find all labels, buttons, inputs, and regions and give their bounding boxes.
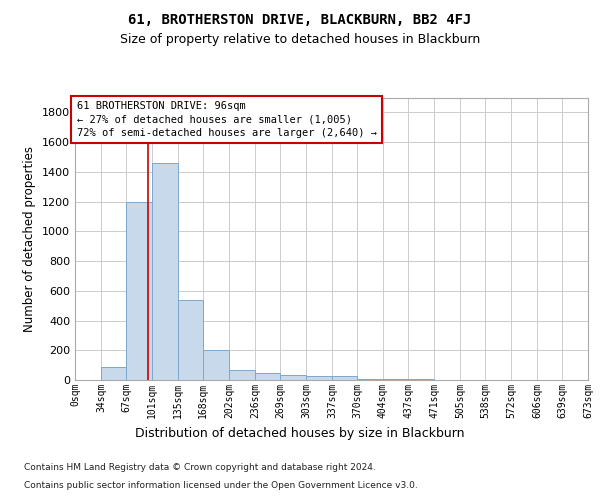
Bar bbox=[383, 378, 408, 380]
Text: Size of property relative to detached houses in Blackburn: Size of property relative to detached ho… bbox=[120, 32, 480, 46]
Text: 61, BROTHERSTON DRIVE, BLACKBURN, BB2 4FJ: 61, BROTHERSTON DRIVE, BLACKBURN, BB2 4F… bbox=[128, 12, 472, 26]
Bar bbox=[357, 378, 383, 380]
Bar bbox=[332, 376, 357, 380]
Bar bbox=[101, 366, 126, 380]
Text: Contains HM Land Registry data © Crown copyright and database right 2024.: Contains HM Land Registry data © Crown c… bbox=[24, 464, 376, 472]
Bar bbox=[203, 350, 229, 380]
Bar bbox=[255, 374, 280, 380]
Text: Distribution of detached houses by size in Blackburn: Distribution of detached houses by size … bbox=[135, 428, 465, 440]
Bar bbox=[229, 370, 255, 380]
Bar bbox=[126, 202, 152, 380]
Bar bbox=[178, 300, 203, 380]
Bar bbox=[152, 163, 178, 380]
Y-axis label: Number of detached properties: Number of detached properties bbox=[23, 146, 37, 332]
Text: Contains public sector information licensed under the Open Government Licence v3: Contains public sector information licen… bbox=[24, 481, 418, 490]
Text: 61 BROTHERSTON DRIVE: 96sqm
← 27% of detached houses are smaller (1,005)
72% of : 61 BROTHERSTON DRIVE: 96sqm ← 27% of det… bbox=[77, 101, 377, 138]
Bar bbox=[280, 375, 306, 380]
Bar bbox=[306, 376, 332, 380]
